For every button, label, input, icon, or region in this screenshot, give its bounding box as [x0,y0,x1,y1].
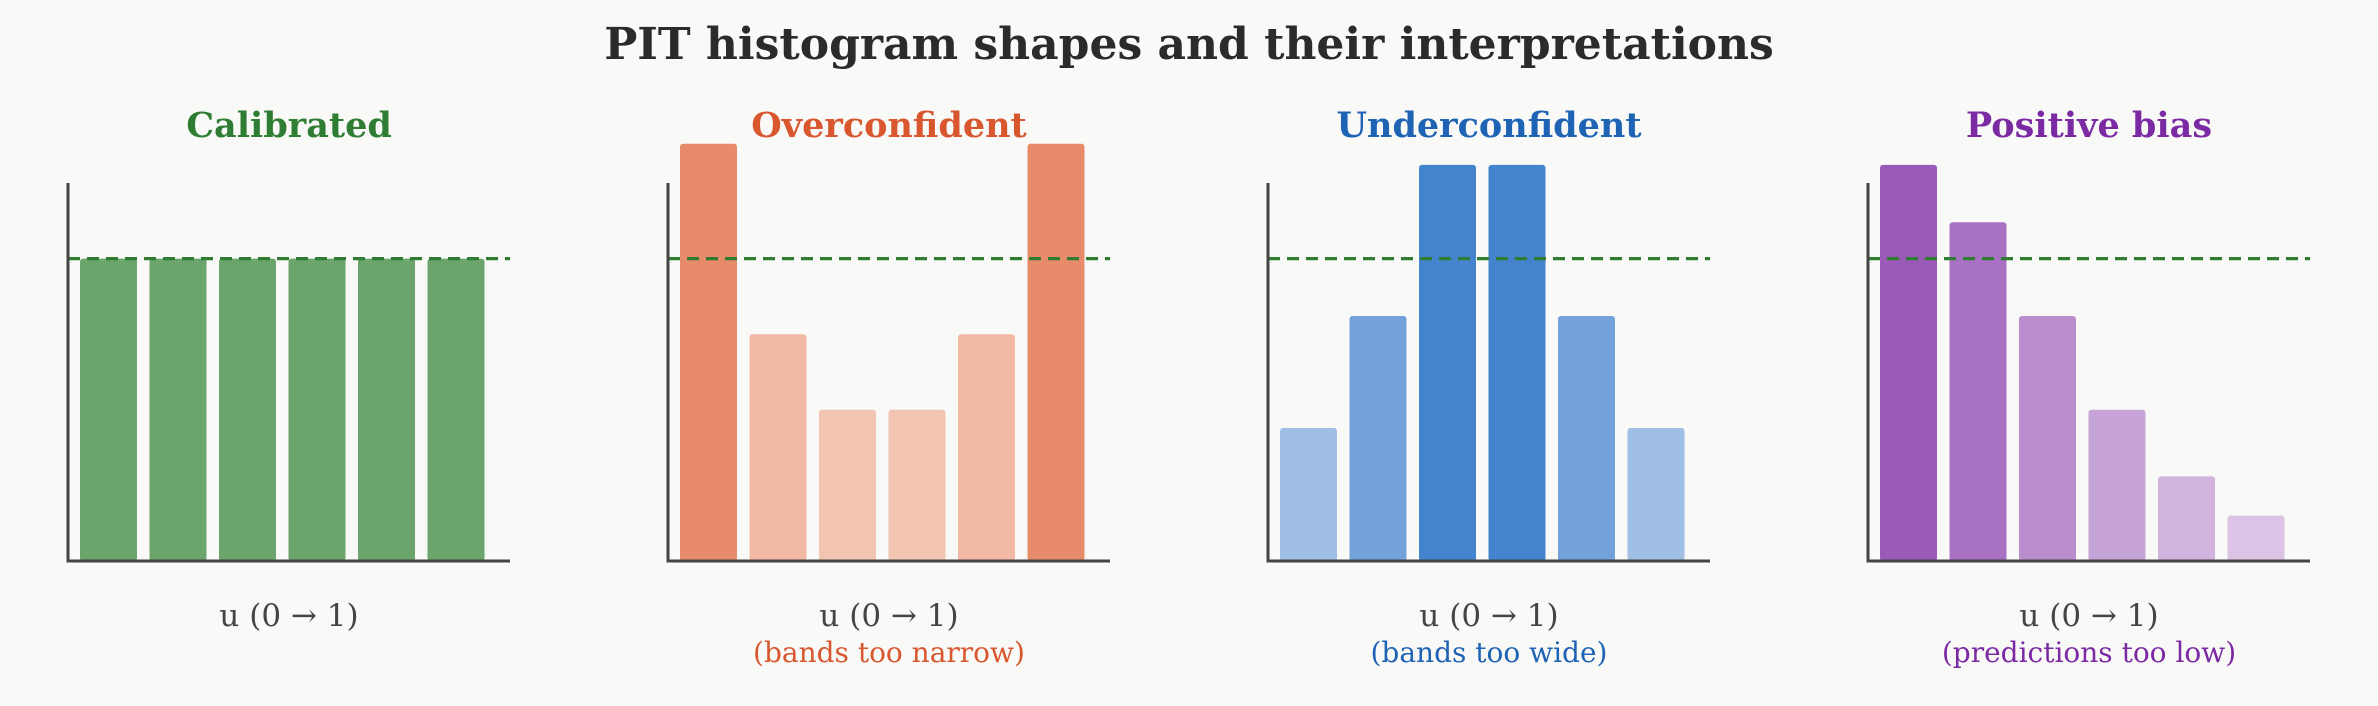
bar-underconfident-2 [1349,316,1407,561]
x-axis-label-underconfident: u (0 → 1) [1419,598,1558,634]
bar-positive-bias-1 [1880,164,1937,561]
panel-overconfident: Overconfident u (0 → 1)(bands too narrow) [666,105,1110,669]
bar-positive-bias-5 [2158,476,2215,561]
bar-underconfident-3 [1419,164,1476,561]
x-axis-label-overconfident: u (0 → 1) [819,598,958,634]
bar-overconfident-1 [680,143,737,562]
panel-underconfident: Underconfident u (0 → 1)(bands too wide) [1266,105,1710,669]
bar-positive-bias-2 [1949,222,2007,561]
bar-calibrated-6 [427,258,485,561]
bar-underconfident-5 [1558,316,1615,561]
interpretation-note-overconfident: (bands too narrow) [753,636,1025,669]
bar-positive-bias-3 [2019,316,2076,561]
bar-calibrated-1 [80,258,137,561]
panel-positive-bias: Positive bias u (0 → 1)(predictions too l… [1866,105,2310,669]
bar-underconfident-1 [1280,427,1337,561]
bar-underconfident-4 [1488,164,1546,561]
bar-overconfident-6 [1027,143,1085,562]
bar-calibrated-2 [149,258,207,561]
panel-title-underconfident: Underconfident [1336,105,1641,146]
interpretation-note-underconfident: (bands too wide) [1371,636,1608,669]
bar-calibrated-5 [358,258,415,561]
panel-title-positive-bias: Positive bias [1966,105,2212,146]
bar-positive-bias-6 [2227,515,2285,561]
x-axis-label-calibrated: u (0 → 1) [219,598,358,634]
panel-title-overconfident: Overconfident [751,105,1026,146]
bar-calibrated-3 [219,258,276,561]
bar-positive-bias-4 [2088,409,2146,561]
bar-calibrated-4 [288,258,346,561]
x-axis-label-positive-bias: u (0 → 1) [2019,598,2158,634]
interpretation-note-positive-bias: (predictions too low) [1942,636,2236,669]
bar-overconfident-2 [749,334,807,561]
bar-overconfident-3 [819,409,876,561]
bar-underconfident-6 [1627,427,1685,561]
panel-title-calibrated: Calibrated [186,105,392,146]
panel-calibrated: Calibrated u (0 → 1) [66,105,510,634]
bar-overconfident-5 [958,334,1015,561]
figure-title: PIT histogram shapes and their interpret… [604,19,1774,70]
bar-overconfident-4 [888,409,946,561]
